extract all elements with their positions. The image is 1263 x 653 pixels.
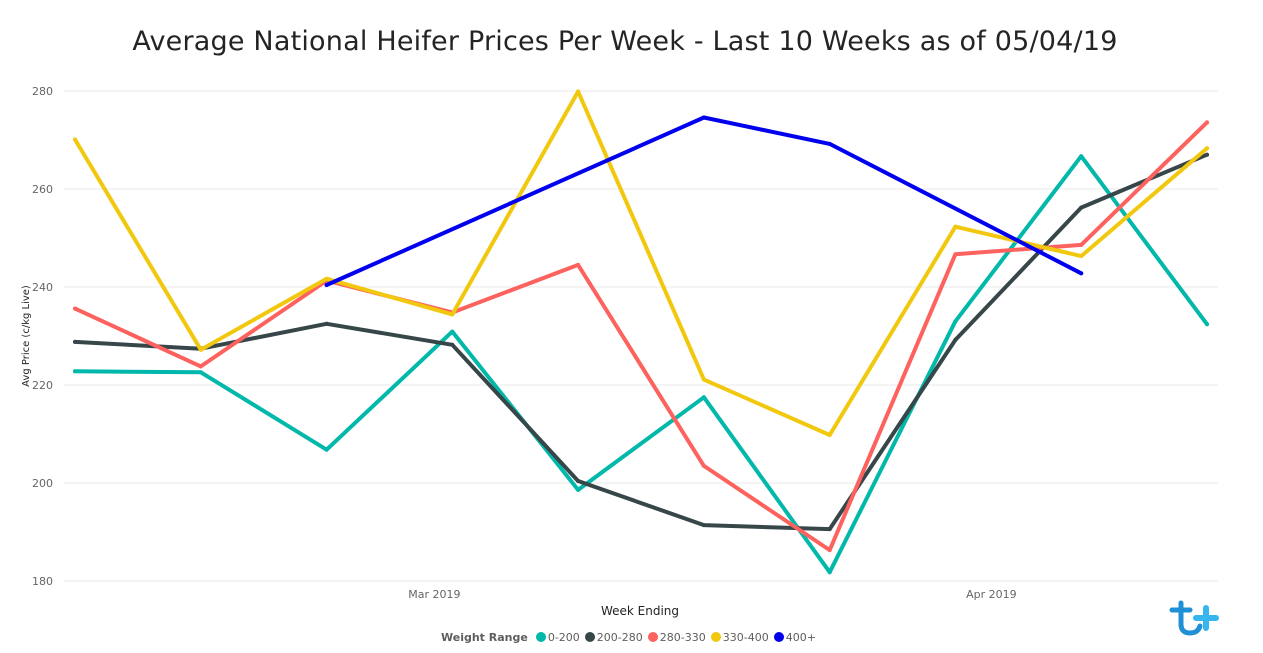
- data-point-330-400: [953, 224, 958, 229]
- data-point-400+: [1079, 271, 1084, 276]
- legend-item-400+[interactable]: 400+: [773, 630, 816, 644]
- data-point-0-200: [324, 447, 329, 452]
- legend-label: 280-330: [659, 630, 706, 644]
- legend: Weight Range 0-200 200-280 280-330 330-400 4…: [441, 629, 821, 645]
- data-point-330-400: [576, 89, 581, 94]
- series-lines: [73, 89, 1209, 575]
- y-tick-label: 200: [32, 477, 53, 490]
- series-line-200-280: [73, 152, 1209, 532]
- legend-item-330-400[interactable]: 330-400: [710, 630, 769, 644]
- chart-title: Average National Heifer Prices Per Week …: [132, 26, 1118, 57]
- data-point-280-330: [1205, 120, 1209, 125]
- data-point-0-200: [701, 395, 706, 400]
- series-line-280-330: [73, 120, 1209, 553]
- data-point-330-400: [73, 137, 77, 142]
- data-point-330-400: [701, 377, 706, 382]
- y-tick-label: 240: [32, 281, 53, 294]
- legend-swatch: [710, 632, 721, 642]
- data-point-280-330: [827, 548, 832, 553]
- y-tick-label: 220: [32, 379, 53, 392]
- data-point-200-280: [1205, 152, 1209, 157]
- gridlines: [64, 90, 1218, 582]
- data-point-330-400: [827, 433, 832, 437]
- data-point-0-200: [1079, 154, 1084, 159]
- data-point-200-280: [701, 523, 706, 528]
- legend-label: 330-400: [722, 630, 769, 644]
- x-axis-ticks: Mar 2019 Apr 2019: [408, 588, 1016, 601]
- data-point-200-280: [827, 527, 832, 532]
- data-point-0-200: [953, 319, 958, 324]
- legend-item-200-280[interactable]: 200-280: [584, 630, 643, 644]
- legend-swatch: [647, 632, 658, 642]
- data-point-0-200: [1205, 322, 1209, 327]
- data-point-200-280: [576, 479, 581, 483]
- legend-label: 0-200: [547, 630, 580, 644]
- data-point-330-400: [198, 347, 203, 352]
- data-point-280-330: [73, 306, 77, 311]
- series-line-400+: [324, 115, 1084, 287]
- data-point-330-400: [1205, 146, 1209, 151]
- legend-item-0-200[interactable]: 0-200: [535, 630, 580, 644]
- data-point-0-200: [198, 370, 203, 375]
- data-point-330-400: [1079, 254, 1084, 259]
- data-point-280-330: [1079, 242, 1084, 247]
- data-point-280-330: [576, 262, 581, 267]
- data-point-400+: [701, 115, 706, 120]
- data-point-330-400: [450, 312, 455, 317]
- legend-label: 200-280: [596, 630, 643, 644]
- y-tick-label: 280: [32, 85, 53, 98]
- legend-title: Weight Range: [441, 630, 528, 644]
- data-point-400+: [324, 283, 329, 287]
- data-point-0-200: [576, 487, 581, 492]
- data-point-200-280: [953, 337, 958, 342]
- data-point-0-200: [827, 570, 832, 575]
- x-tick-label: Mar 2019: [408, 588, 460, 601]
- data-point-200-280: [324, 321, 329, 326]
- series-line-330-400: [73, 89, 1209, 437]
- y-axis-title: Avg Price (c/kg Live): [21, 285, 32, 387]
- data-point-0-200: [450, 329, 455, 334]
- x-tick-label: Apr 2019: [966, 588, 1017, 601]
- legend-swatch: [584, 632, 595, 642]
- data-point-200-280: [450, 342, 455, 347]
- brand-logo-icon: [1169, 600, 1219, 636]
- data-point-200-280: [73, 339, 77, 344]
- y-axis-ticks: 200 220 240 260 280 180: [32, 85, 53, 588]
- legend-swatch: [773, 632, 784, 642]
- data-point-400+: [827, 141, 832, 146]
- legend-swatch: [535, 632, 546, 642]
- y-tick-label: 260: [32, 183, 53, 196]
- data-point-280-330: [701, 463, 706, 468]
- y-tick-label: 180: [32, 575, 53, 588]
- data-point-330-400: [324, 276, 329, 281]
- data-point-280-330: [198, 364, 203, 369]
- data-point-280-330: [953, 252, 958, 257]
- data-point-200-280: [1079, 205, 1084, 210]
- data-point-0-200: [73, 369, 77, 374]
- legend-item-280-330[interactable]: 280-330: [647, 630, 706, 644]
- x-axis-title: Week Ending: [601, 604, 679, 618]
- legend-label: 400+: [785, 630, 816, 644]
